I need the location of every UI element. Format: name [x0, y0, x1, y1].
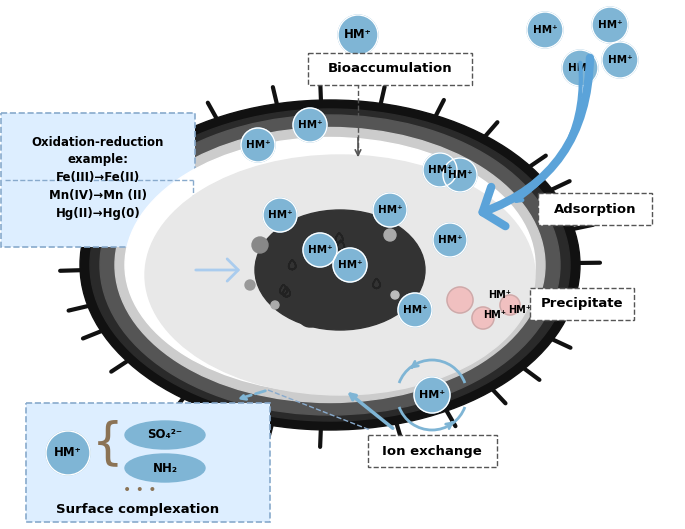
Ellipse shape [80, 100, 580, 430]
Text: HM⁺: HM⁺ [419, 390, 445, 400]
Text: HM⁺: HM⁺ [427, 165, 452, 175]
FancyArrowPatch shape [196, 259, 238, 281]
Ellipse shape [125, 421, 205, 449]
Circle shape [562, 50, 598, 86]
Text: • • •: • • • [123, 483, 157, 497]
FancyBboxPatch shape [26, 403, 270, 522]
Text: HM⁺: HM⁺ [268, 210, 292, 220]
Text: HM⁺: HM⁺ [298, 120, 323, 130]
Text: Ion exchange: Ion exchange [382, 444, 482, 458]
Text: HM⁺: HM⁺ [508, 305, 532, 315]
Circle shape [433, 223, 467, 257]
Text: SO₄²⁻: SO₄²⁻ [147, 428, 183, 442]
FancyBboxPatch shape [530, 288, 634, 320]
Circle shape [592, 7, 628, 43]
Text: HM⁺: HM⁺ [608, 55, 632, 65]
Text: Surface complexation: Surface complexation [56, 504, 220, 516]
Text: HM⁺: HM⁺ [308, 245, 332, 255]
Text: {: { [92, 419, 124, 467]
Circle shape [271, 301, 279, 309]
Circle shape [263, 198, 297, 232]
Text: HM⁺: HM⁺ [448, 170, 473, 180]
Ellipse shape [125, 138, 535, 393]
Circle shape [527, 12, 563, 48]
Circle shape [391, 291, 399, 299]
Circle shape [373, 193, 407, 227]
Text: HM⁺: HM⁺ [438, 235, 462, 245]
Circle shape [414, 377, 450, 413]
Text: Bioaccumulation: Bioaccumulation [327, 62, 452, 76]
Text: NH₂: NH₂ [153, 461, 177, 475]
Text: Oxidation-reduction
example:
Fe(III)→Fe(II)
Mn(IV)→Mn (II)
Hg(II)→Hg(0): Oxidation-reduction example: Fe(III)→Fe(… [32, 135, 164, 221]
Ellipse shape [115, 127, 545, 403]
Circle shape [303, 233, 337, 267]
Ellipse shape [125, 454, 205, 482]
Text: HM⁺: HM⁺ [568, 63, 593, 73]
Circle shape [293, 108, 327, 142]
Text: HM⁺: HM⁺ [338, 260, 362, 270]
Text: HM⁺: HM⁺ [246, 140, 271, 150]
Circle shape [398, 293, 432, 327]
Circle shape [298, 303, 322, 327]
Text: Precipitate: Precipitate [540, 297, 623, 311]
Circle shape [384, 229, 396, 241]
Circle shape [252, 237, 268, 253]
Circle shape [245, 280, 255, 290]
Circle shape [333, 248, 367, 282]
Ellipse shape [255, 210, 425, 330]
Ellipse shape [90, 109, 570, 421]
FancyBboxPatch shape [308, 53, 472, 85]
FancyArrowPatch shape [483, 58, 590, 226]
Circle shape [423, 153, 457, 187]
Ellipse shape [145, 155, 535, 395]
Circle shape [241, 128, 275, 162]
Text: Adsorption: Adsorption [553, 203, 636, 215]
Circle shape [443, 158, 477, 192]
Text: HM⁺: HM⁺ [488, 290, 512, 300]
Ellipse shape [100, 115, 560, 415]
Text: HM⁺: HM⁺ [344, 29, 372, 41]
Circle shape [46, 431, 90, 475]
Circle shape [472, 307, 494, 329]
Circle shape [500, 295, 520, 315]
Text: HM⁺: HM⁺ [484, 310, 506, 320]
FancyBboxPatch shape [538, 193, 652, 225]
Circle shape [602, 42, 638, 78]
Text: HM⁺: HM⁺ [377, 205, 402, 215]
FancyBboxPatch shape [368, 435, 497, 467]
Text: HM⁺: HM⁺ [54, 446, 82, 460]
Circle shape [338, 15, 378, 55]
Circle shape [447, 287, 473, 313]
Text: HM⁺: HM⁺ [533, 25, 558, 35]
Text: HM⁺: HM⁺ [403, 305, 427, 315]
FancyBboxPatch shape [1, 113, 195, 247]
Text: HM⁺: HM⁺ [598, 20, 622, 30]
